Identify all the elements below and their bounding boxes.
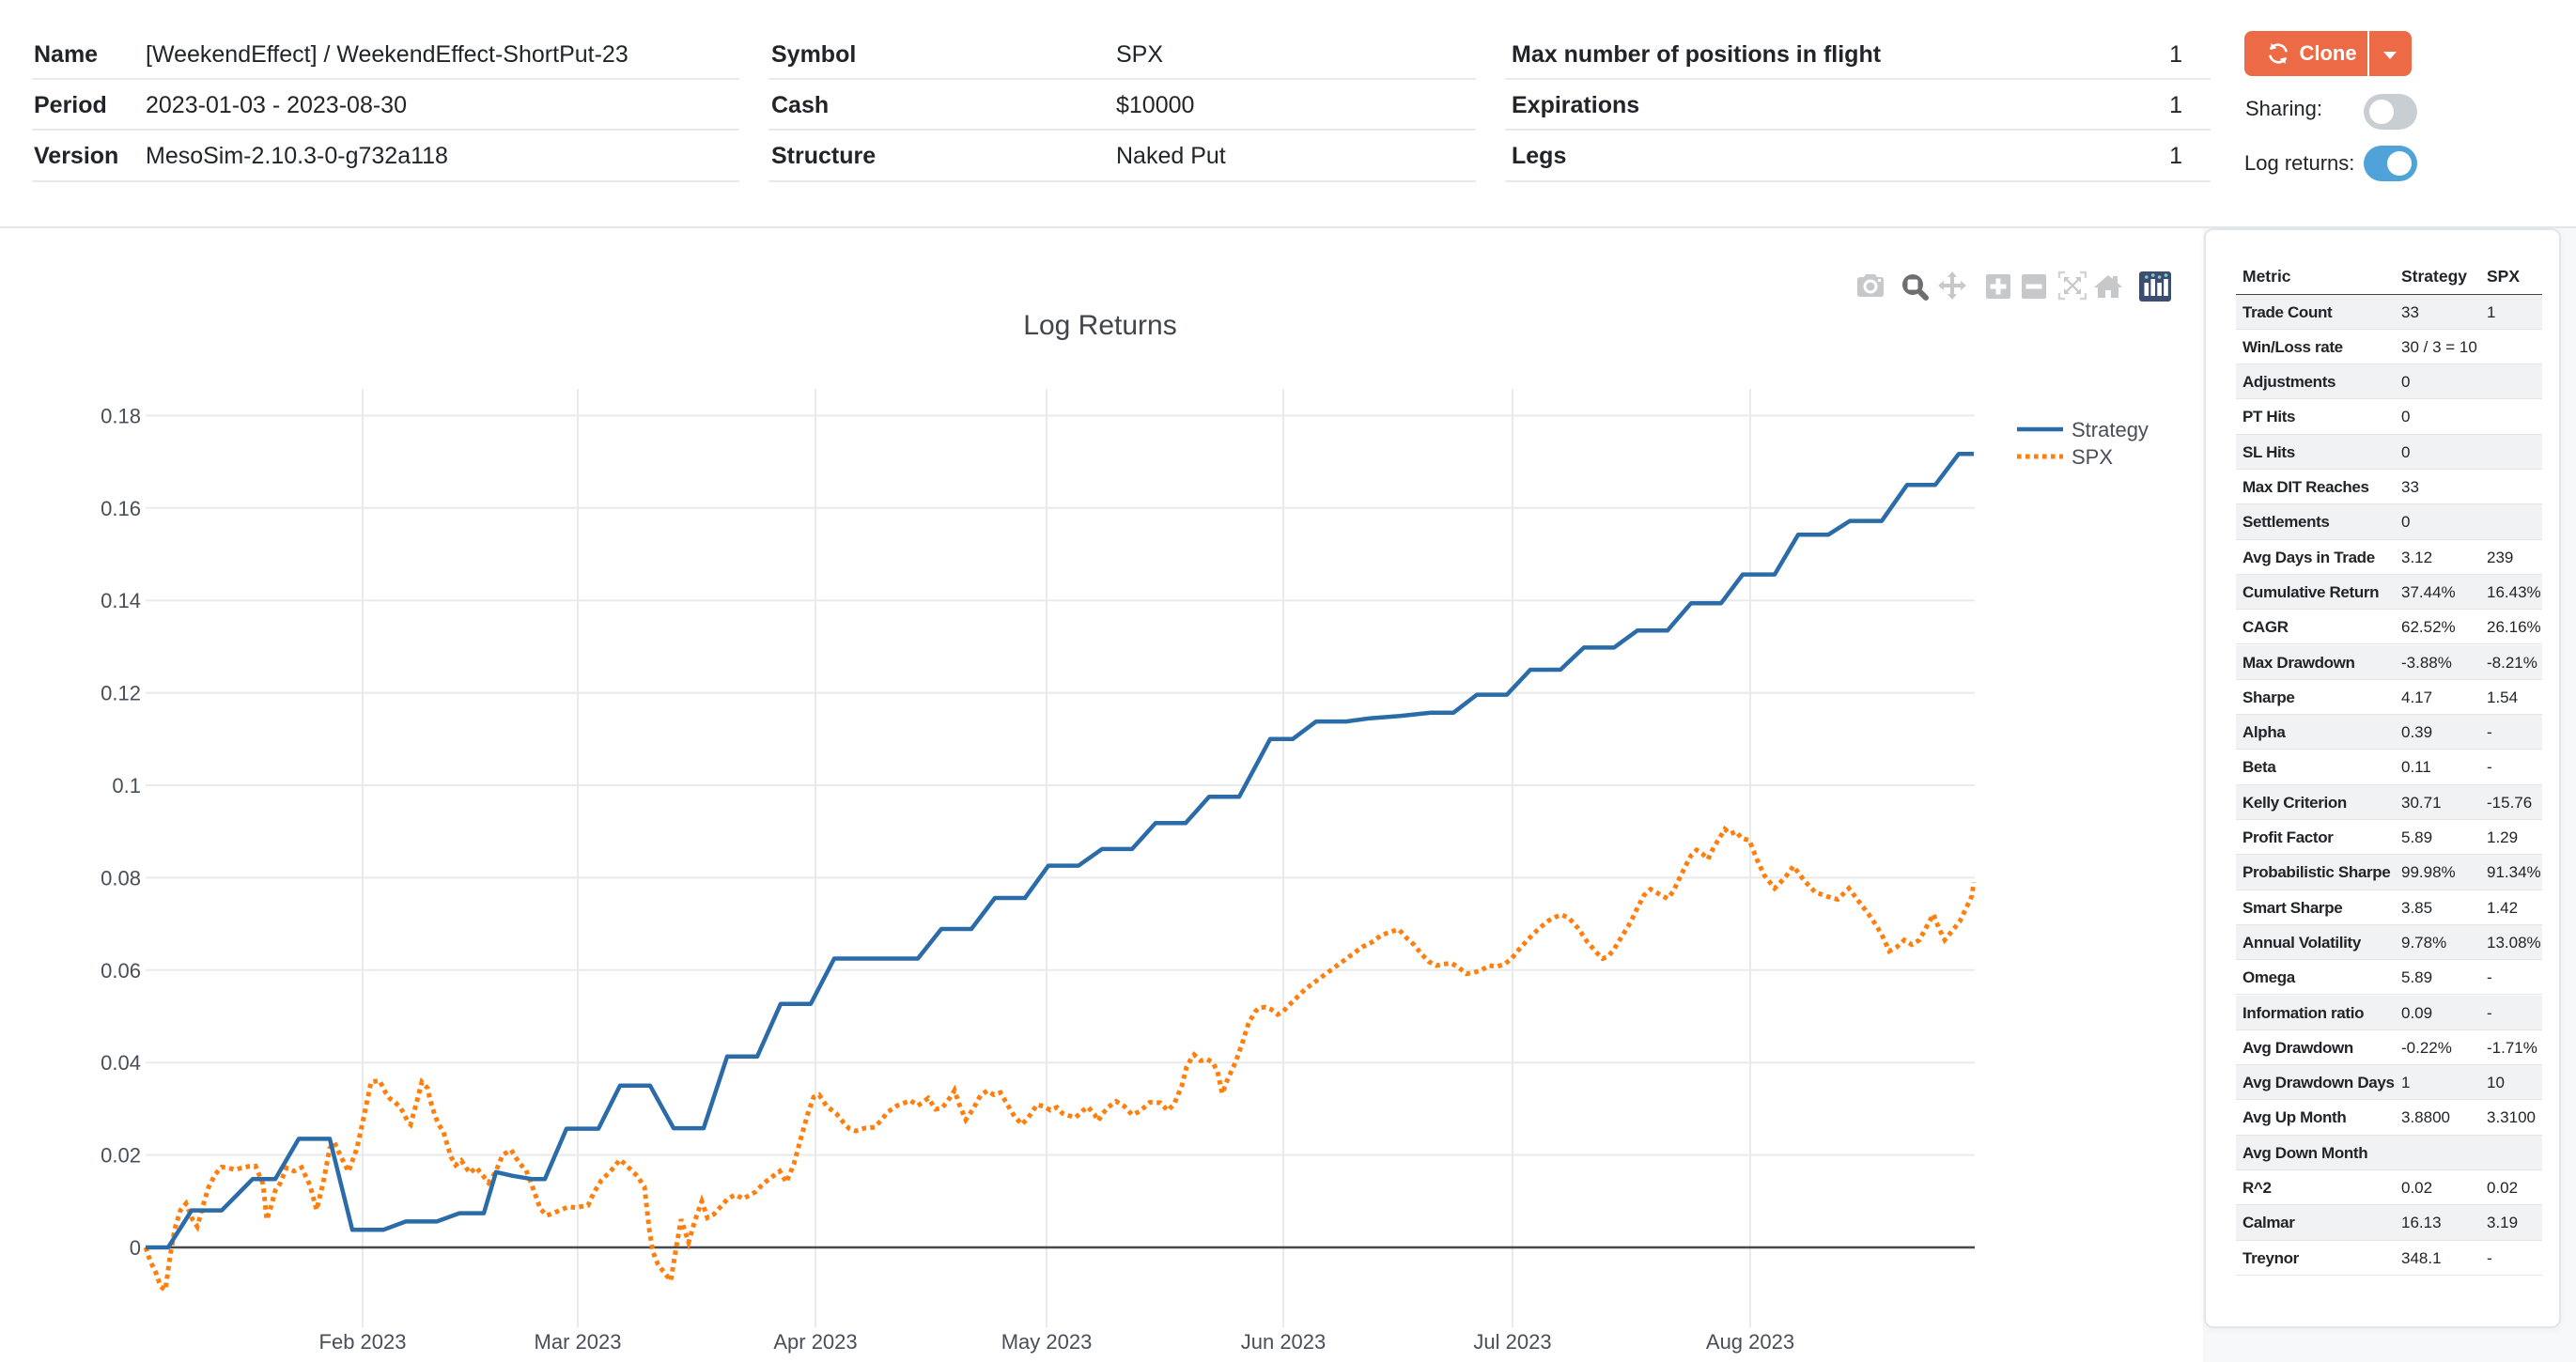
svg-text:Aug 2023: Aug 2023: [1706, 1330, 1794, 1354]
svg-text:SPX: SPX: [2072, 445, 2113, 469]
svg-text:0.08: 0.08: [101, 866, 141, 890]
svg-text:Strategy: Strategy: [2072, 418, 2149, 441]
svg-text:0.04: 0.04: [101, 1051, 141, 1075]
svg-text:0.12: 0.12: [101, 682, 141, 705]
svg-text:May 2023: May 2023: [1001, 1330, 1093, 1354]
svg-text:0.1: 0.1: [112, 774, 141, 797]
svg-text:Log Returns: Log Returns: [1023, 310, 1176, 341]
svg-text:0.14: 0.14: [101, 589, 141, 612]
svg-text:0.16: 0.16: [101, 497, 141, 520]
svg-text:Jun 2023: Jun 2023: [1241, 1330, 1327, 1354]
svg-text:0: 0: [130, 1236, 141, 1260]
svg-text:Feb 2023: Feb 2023: [319, 1330, 407, 1354]
svg-text:0.18: 0.18: [101, 404, 141, 427]
svg-text:0.02: 0.02: [101, 1144, 141, 1168]
svg-text:0.06: 0.06: [101, 959, 141, 983]
svg-text:Mar 2023: Mar 2023: [535, 1330, 622, 1354]
svg-text:Apr 2023: Apr 2023: [773, 1330, 857, 1354]
svg-text:Jul 2023: Jul 2023: [1473, 1330, 1551, 1354]
